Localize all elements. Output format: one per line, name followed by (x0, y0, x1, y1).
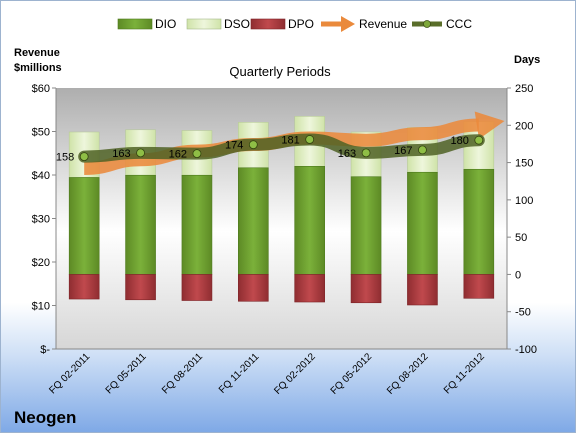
bar-dio (181, 174, 213, 275)
revenue-arrowhead (474, 111, 505, 140)
left-tick-label: $30 (32, 214, 50, 226)
company-name: Neogen (14, 408, 77, 427)
bar-dio (407, 171, 438, 275)
right-axis-ticks: -100 -50 0 50 100 150 200 250 (507, 83, 537, 356)
legend-swatch-ccc (412, 20, 442, 28)
right-tick-label: 150 (515, 158, 533, 170)
x-tick-label: FQ 08-2011 (160, 351, 205, 396)
chart-title: Quarterly Periods (229, 64, 331, 79)
bar-dpo (407, 274, 438, 306)
left-axis-ticks: $- $10 $20 $30 $40 $50 $60 (32, 83, 56, 356)
ccc-point (361, 148, 371, 158)
right-tick-label: 50 (515, 232, 527, 244)
bar-dio (463, 168, 495, 275)
ccc-data-label: 180 (450, 135, 468, 147)
bar-dio (68, 177, 100, 275)
ccc-point (305, 135, 315, 144)
left-axis-title-line2: $millions (14, 62, 62, 74)
left-axis-title-line1: Revenue (14, 47, 60, 59)
bar-dpo (68, 274, 100, 300)
legend-label-dso: DSO (224, 17, 250, 31)
ccc-data-label: 181 (281, 134, 299, 146)
x-axis-labels: FQ 02-2011 FQ 05-2011 FQ 08-2011 FQ 11-2011… (47, 351, 487, 397)
ccc-data-label: 158 (56, 152, 74, 164)
bar-dpo (463, 274, 495, 299)
right-tick-label: 0 (515, 269, 521, 281)
legend-label-dpo: DPO (288, 17, 314, 31)
bar-dio (238, 167, 269, 275)
ccc-data-label: 163 (338, 148, 356, 160)
bar-dpo (125, 274, 156, 301)
ccc-point (136, 148, 145, 158)
right-tick-label: -100 (515, 344, 537, 356)
bar-dpo (181, 274, 213, 301)
ccc-data-label: 167 (394, 145, 412, 157)
right-tick-label: 250 (515, 83, 533, 95)
ccc-point (418, 145, 427, 155)
bar-dpo (350, 274, 382, 304)
bar-dio (350, 176, 382, 275)
left-tick-label: $50 (32, 127, 50, 139)
legend-swatch-dso (186, 18, 222, 30)
left-tick-label: $20 (32, 257, 50, 269)
ccc-point (474, 135, 484, 145)
left-tick-label: $- (40, 344, 50, 356)
ccc-point (79, 152, 89, 162)
bar-dio (125, 174, 156, 275)
x-tick-label: FQ 05-2011 (104, 351, 149, 396)
ccc-series: 158 163 162 174 181 163 167 180 (56, 133, 485, 164)
bar-dpo (294, 274, 325, 303)
legend: DIO DSO DPO Revenue CCC (117, 16, 472, 32)
left-tick-label: $40 (32, 170, 50, 182)
x-tick-label: FQ 02-2011 (47, 351, 92, 396)
x-tick-label: FQ 11-2011 (217, 351, 262, 396)
x-tick-label: FQ 02-2012 (272, 351, 318, 397)
legend-swatch-dpo (250, 18, 286, 30)
ccc-data-label: 162 (169, 149, 187, 161)
legend-label-revenue: Revenue (359, 17, 407, 31)
legend-swatch-revenue (321, 16, 355, 32)
bar-dpo (238, 274, 269, 302)
left-tick-label: $10 (32, 301, 50, 313)
right-axis-title: Days (514, 54, 540, 66)
x-tick-label: FQ 11-2012 (442, 351, 487, 396)
legend-label-ccc: CCC (446, 17, 472, 31)
ccc-point (192, 149, 202, 159)
legend-swatch-dio (117, 18, 153, 30)
ccc-data-label: 174 (225, 140, 243, 152)
x-tick-label: FQ 05-2012 (329, 351, 375, 397)
left-tick-label: $60 (32, 83, 50, 95)
legend-label-dio: DIO (155, 17, 176, 31)
x-tick-label: FQ 08-2012 (385, 351, 431, 397)
ccc-point (248, 140, 258, 150)
ccc-data-label: 163 (112, 148, 130, 160)
bar-dio (294, 166, 325, 275)
right-tick-label: 200 (515, 120, 533, 132)
right-tick-label: 100 (515, 195, 533, 207)
right-tick-label: -50 (515, 307, 531, 319)
